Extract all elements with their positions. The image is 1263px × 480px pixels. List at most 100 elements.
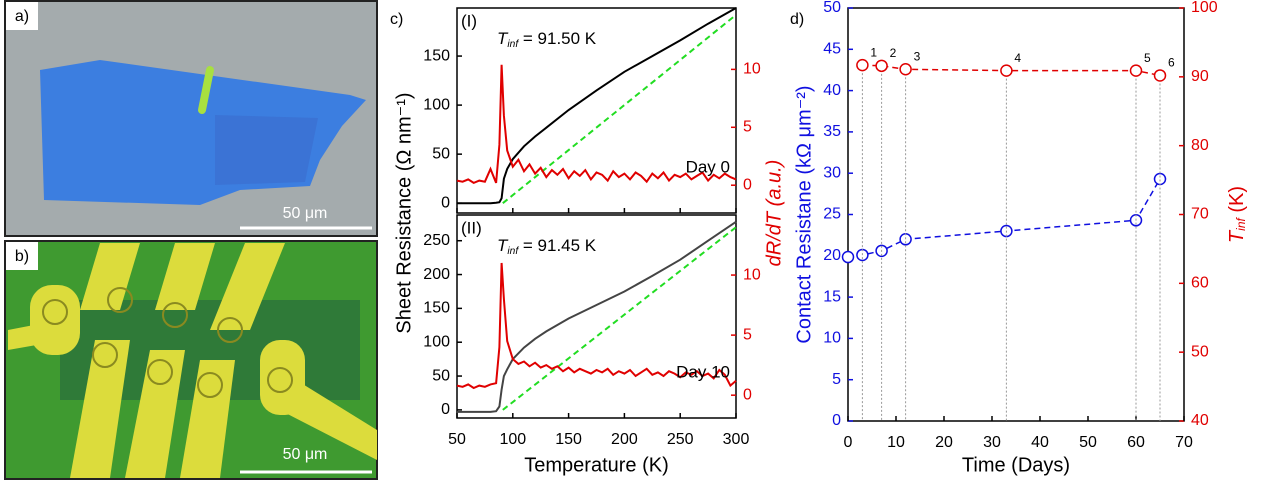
x-tick-label: 150 — [555, 431, 582, 448]
text: (K) — [1226, 186, 1248, 218]
y-tick-label: 0 — [832, 412, 841, 429]
series-line — [847, 178, 1161, 258]
series-line — [862, 64, 1161, 77]
y2-tick-label: 90 — [1191, 68, 1209, 85]
panel-label: d) — [790, 11, 804, 28]
y-tick-label: 50 — [432, 145, 450, 162]
point-label: 6 — [1168, 56, 1175, 70]
y2-tick-label: 10 — [743, 61, 761, 78]
point-label: 2 — [890, 46, 897, 60]
y2-tick-label: 70 — [1191, 206, 1209, 223]
tinf-annotation: Tinf = 91.50 K — [497, 29, 597, 49]
y-tick-label: 20 — [823, 247, 841, 264]
y2-tick-label: 10 — [743, 266, 761, 283]
y2-tick-label: 100 — [1191, 0, 1218, 16]
y-tick-label: 30 — [823, 164, 841, 181]
x-tick-label: 60 — [1127, 434, 1145, 451]
x-tick-label: 0 — [844, 434, 853, 451]
x-tick-label: 70 — [1175, 434, 1193, 451]
x-tick-label: 50 — [1079, 434, 1097, 451]
series-line — [457, 220, 737, 413]
y2-tick-label: 5 — [743, 119, 752, 136]
symbol: T — [1226, 229, 1248, 243]
point-label: 1 — [870, 45, 877, 59]
series-line — [457, 7, 737, 205]
contacts — [42, 287, 293, 398]
stripe — [198, 66, 214, 114]
y-tick-label: 40 — [823, 82, 841, 99]
marker — [1000, 64, 1013, 77]
panel-label: c) — [390, 11, 403, 28]
y-tick-label: 35 — [823, 123, 841, 140]
y2-tick-label: 80 — [1191, 137, 1209, 154]
y-tick-label: 100 — [423, 96, 450, 113]
y2-tick-label: 0 — [743, 386, 752, 403]
y2-tick-label: 0 — [743, 176, 752, 193]
scale-text: 50 μm — [283, 205, 328, 222]
y2-axis-label: Tinf (K) — [1226, 186, 1248, 243]
series-line — [456, 262, 737, 390]
marker — [856, 58, 869, 72]
subpanel-label: (II) — [461, 218, 482, 237]
y-tick-label: 200 — [423, 266, 450, 283]
x-tick-label: 250 — [667, 431, 694, 448]
y-tick-label: 150 — [423, 47, 450, 64]
y-tick-label: 150 — [423, 300, 450, 317]
day-label: Day 10 — [676, 362, 730, 381]
y-axis-label: Sheet Resistance (Ω nm⁻¹) — [393, 92, 415, 333]
y-tick-label: 45 — [823, 41, 841, 58]
x-axis-label: Temperature (K) — [524, 454, 669, 476]
y2-tick-label: 60 — [1191, 275, 1209, 292]
marker — [1153, 172, 1167, 186]
tinf-annotation: Tinf = 91.45 K — [497, 236, 597, 256]
y-tick-label: 100 — [423, 333, 450, 350]
point-label: 3 — [914, 49, 921, 63]
symbol: T — [497, 236, 509, 255]
panel-label: b) — [15, 248, 29, 265]
scale-text: 50 μm — [283, 446, 328, 463]
subscript: inf — [1234, 217, 1248, 231]
marker — [841, 250, 855, 264]
symbol: T — [497, 29, 509, 48]
y-tick-label: 5 — [832, 371, 841, 388]
y-tick-label: 0 — [441, 194, 450, 211]
x-tick-label: 200 — [611, 431, 638, 448]
point-label: 5 — [1144, 51, 1151, 65]
y-tick-label: 50 — [823, 0, 841, 16]
y2-tick-label: 40 — [1191, 412, 1209, 429]
y-tick-label: 10 — [823, 330, 841, 347]
subpanel-label: (I) — [461, 11, 477, 30]
x-tick-label: 50 — [448, 431, 466, 448]
subscript: inf — [507, 39, 519, 50]
y2-tick-label: 50 — [1191, 343, 1209, 360]
x-tick-label: 300 — [723, 431, 750, 448]
x-tick-label: 100 — [499, 431, 526, 448]
y-tick-label: 50 — [432, 367, 450, 384]
x-tick-label: 40 — [1031, 434, 1049, 451]
x-tick-label: 30 — [983, 434, 1001, 451]
day-label: Day 0 — [686, 157, 730, 176]
y-tick-label: 25 — [823, 206, 841, 223]
x-tick-label: 20 — [935, 434, 953, 451]
y2-axis-label: dR/dT (a.u.) — [763, 160, 785, 267]
y-tick-label: 250 — [423, 232, 450, 249]
electrodes — [8, 243, 377, 478]
marker — [875, 59, 888, 73]
y-axis-label: Contact Resistane (kΩ μm⁻²) — [793, 85, 815, 343]
y-tick-label: 0 — [441, 401, 450, 418]
marker — [1129, 64, 1143, 77]
text: = 91.50 K — [518, 29, 597, 48]
subscript: inf — [507, 246, 519, 257]
label-box — [6, 2, 38, 30]
text: = 91.45 K — [518, 236, 597, 255]
series-line — [456, 64, 737, 185]
panel-label: a) — [15, 8, 29, 25]
y2-tick-label: 5 — [743, 326, 752, 343]
marker — [899, 63, 912, 76]
point-label: 4 — [1014, 51, 1021, 65]
y-tick-label: 15 — [823, 288, 841, 305]
marker — [1153, 69, 1167, 82]
plot-frame — [456, 214, 737, 419]
plot-frame — [456, 7, 737, 214]
